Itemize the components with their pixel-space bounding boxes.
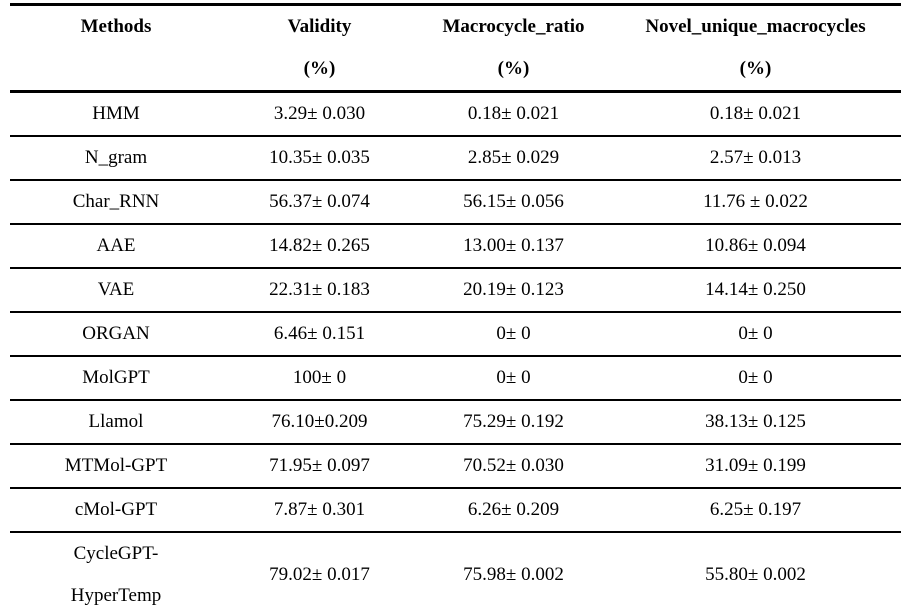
column-header-label: Methods xyxy=(80,16,152,37)
validity-cell: 10.35± 0.035 xyxy=(222,136,417,181)
macrocycle-ratio-cell: 70.52± 0.030 xyxy=(417,444,610,489)
novel-unique-macrocycles-cell: 11.76 ± 0.022 xyxy=(610,180,901,225)
method-cell: MolGPT xyxy=(10,356,222,401)
validity-cell: 76.10±0.209 xyxy=(222,400,417,445)
table-row: MTMol-GPT 71.95± 0.097 70.52± 0.030 31.0… xyxy=(10,444,901,489)
method-cell: Llamol xyxy=(10,400,222,445)
method-cell: cMol-GPT xyxy=(10,488,222,533)
validity-cell: 71.95± 0.097 xyxy=(222,444,417,489)
column-header-unit: (%) xyxy=(497,58,530,79)
macrocycle-ratio-cell: 0.18± 0.021 xyxy=(417,91,610,137)
table-row: MolGPT 100± 0 0± 0 0± 0 xyxy=(10,356,901,401)
table-row: Llamol 76.10±0.209 75.29± 0.192 38.13± 0… xyxy=(10,400,901,445)
column-header-unit: (%) xyxy=(303,58,336,79)
novel-unique-macrocycles-cell: 0± 0 xyxy=(610,312,901,357)
header-row: Methods Validity (%) Macrocycle_ratio (%… xyxy=(10,4,901,93)
column-header-unit: (%) xyxy=(739,58,772,79)
column-header-label: Novel_unique_macrocycles xyxy=(645,16,866,37)
method-cell: N_gram xyxy=(10,136,222,181)
validity-cell: 3.29± 0.030 xyxy=(222,91,417,137)
validity-cell: 79.02± 0.017 xyxy=(269,564,370,585)
validity-cell: 7.87± 0.301 xyxy=(222,488,417,533)
column-header-macrocycle-ratio: Macrocycle_ratio (%) xyxy=(417,4,610,93)
column-header-validity: Validity (%) xyxy=(222,4,417,93)
macrocycle-ratio-cell: 0± 0 xyxy=(417,356,610,401)
table-row: AAE 14.82± 0.265 13.00± 0.137 10.86± 0.0… xyxy=(10,224,901,269)
results-table: Methods Validity (%) Macrocycle_ratio (%… xyxy=(10,3,901,612)
method-cell: ORGAN xyxy=(10,312,222,357)
table-row: CycleGPT- HyperTemp 79.02± 0.017 75.98± … xyxy=(10,532,901,612)
table-row: Char_RNN 56.37± 0.074 56.15± 0.056 11.76… xyxy=(10,180,901,225)
method-cell: MTMol-GPT xyxy=(10,444,222,489)
method-cell: HMM xyxy=(10,91,222,137)
macrocycle-ratio-cell: 0± 0 xyxy=(417,312,610,357)
macrocycle-ratio-cell: 75.29± 0.192 xyxy=(417,400,610,445)
novel-unique-macrocycles-cell: 2.57± 0.013 xyxy=(610,136,901,181)
novel-unique-macrocycles-cell: 0± 0 xyxy=(610,356,901,401)
method-cell: VAE xyxy=(10,268,222,313)
column-header-novel-unique-macrocycles: Novel_unique_macrocycles (%) xyxy=(610,4,901,93)
novel-unique-macrocycles-cell: 10.86± 0.094 xyxy=(610,224,901,269)
method-cell: AAE xyxy=(10,224,222,269)
table-row: ORGAN 6.46± 0.151 0± 0 0± 0 xyxy=(10,312,901,357)
validity-cell: 22.31± 0.183 xyxy=(222,268,417,313)
table-row: VAE 22.31± 0.183 20.19± 0.123 14.14± 0.2… xyxy=(10,268,901,313)
novel-unique-macrocycles-cell: 0.18± 0.021 xyxy=(610,91,901,137)
column-header-label: Macrocycle_ratio xyxy=(442,16,585,37)
novel-unique-macrocycles-cell: 14.14± 0.250 xyxy=(610,268,901,313)
table-row: cMol-GPT 7.87± 0.301 6.26± 0.209 6.25± 0… xyxy=(10,488,901,533)
validity-cell: 14.82± 0.265 xyxy=(222,224,417,269)
column-header-unit xyxy=(10,48,222,90)
validity-cell: 100± 0 xyxy=(222,356,417,401)
method-cell: Char_RNN xyxy=(10,180,222,225)
novel-unique-macrocycles-cell: 31.09± 0.199 xyxy=(610,444,901,489)
macrocycle-ratio-cell: 56.15± 0.056 xyxy=(417,180,610,225)
column-header-methods: Methods xyxy=(10,4,222,93)
table-row: N_gram 10.35± 0.035 2.85± 0.029 2.57± 0.… xyxy=(10,136,901,181)
macrocycle-ratio-cell: 20.19± 0.123 xyxy=(417,268,610,313)
macrocycle-ratio-cell: 13.00± 0.137 xyxy=(417,224,610,269)
novel-unique-macrocycles-cell: 38.13± 0.125 xyxy=(610,400,901,445)
macrocycle-ratio-cell: 2.85± 0.029 xyxy=(417,136,610,181)
novel-unique-macrocycles-cell: 6.25± 0.197 xyxy=(610,488,901,533)
column-header-label: Validity xyxy=(287,16,352,37)
validity-cell: 6.46± 0.151 xyxy=(222,312,417,357)
macrocycle-ratio-cell: 6.26± 0.209 xyxy=(417,488,610,533)
table-row: HMM 3.29± 0.030 0.18± 0.021 0.18± 0.021 xyxy=(10,91,901,137)
validity-cell: 56.37± 0.074 xyxy=(222,180,417,225)
macrocycle-ratio-cell: 75.98± 0.002 xyxy=(463,564,564,585)
novel-unique-macrocycles-cell: 55.80± 0.002 xyxy=(705,564,806,585)
method-cell: CycleGPT- HyperTemp xyxy=(70,543,162,606)
